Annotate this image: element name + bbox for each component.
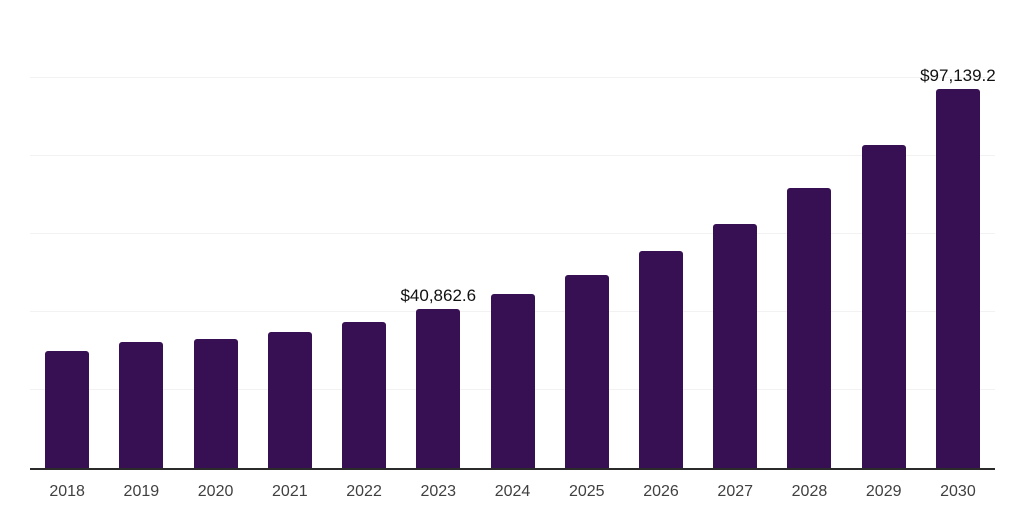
bar-2027[interactable] bbox=[713, 224, 758, 468]
bar-slot-2030: $97,139.2 bbox=[920, 0, 996, 470]
bar-slot-2022 bbox=[327, 0, 401, 470]
bar-2028[interactable] bbox=[787, 188, 832, 468]
bar-slot-2027 bbox=[698, 0, 772, 470]
bar-2029[interactable] bbox=[861, 145, 906, 468]
x-tick-label-2020: 2020 bbox=[197, 483, 234, 500]
bar-slot-2024 bbox=[475, 0, 549, 470]
bar-slot-2025 bbox=[550, 0, 624, 470]
bar-2020[interactable] bbox=[193, 338, 238, 468]
x-tick-label-2029: 2029 bbox=[865, 483, 902, 500]
gridline-60000 bbox=[30, 233, 995, 234]
gridline-80000 bbox=[30, 155, 995, 156]
x-tick-label-2027: 2027 bbox=[717, 483, 754, 500]
x-tick-label-2019: 2019 bbox=[123, 483, 160, 500]
bar-slot-2026 bbox=[624, 0, 698, 470]
bar-2021[interactable] bbox=[267, 331, 312, 468]
x-tick-label-2022: 2022 bbox=[346, 483, 382, 500]
bar-slot-2029 bbox=[847, 0, 921, 470]
bar-2019[interactable] bbox=[119, 341, 164, 468]
bars-container: $40,862.6 $97,139.2 bbox=[30, 0, 996, 470]
x-tick-label-2023: 2023 bbox=[420, 483, 457, 500]
x-axis-line bbox=[30, 468, 995, 470]
bar-value-label-2023: $40,862.6 bbox=[400, 285, 477, 305]
x-tick-label-2021: 2021 bbox=[272, 483, 308, 500]
bar-value-label-2030: $97,139.2 bbox=[920, 66, 996, 86]
bar-2025[interactable] bbox=[564, 275, 609, 468]
bar-2018[interactable] bbox=[45, 350, 90, 468]
gridline-100000 bbox=[30, 77, 995, 78]
x-tick-label-2018: 2018 bbox=[49, 483, 85, 500]
bar-2023[interactable]: $40,862.6 bbox=[400, 287, 476, 468]
bar-slot-2020 bbox=[178, 0, 252, 470]
bar-2024[interactable] bbox=[490, 293, 535, 468]
x-tick-label-2028: 2028 bbox=[791, 483, 828, 500]
bar-2022[interactable] bbox=[342, 321, 387, 468]
x-axis-labels: 2018 2019 2020 2021 2022 2023 2024 2025 2026 2027… bbox=[30, 482, 995, 502]
bar-slot-2028 bbox=[772, 0, 846, 470]
x-tick-label-2026: 2026 bbox=[643, 483, 679, 500]
bar-slot-2023: $40,862.6 bbox=[400, 0, 476, 470]
bar-slot-2019 bbox=[104, 0, 178, 470]
bar-2026[interactable] bbox=[638, 251, 683, 468]
x-tick-label-2025: 2025 bbox=[568, 483, 605, 500]
bar-slot-2018 bbox=[30, 0, 104, 470]
x-tick-label-2024: 2024 bbox=[494, 483, 531, 500]
plot-area: $40,862.6 $97,139.2 bbox=[30, 0, 996, 470]
bar-slot-2021 bbox=[253, 0, 327, 470]
x-tick-label-2030: 2030 bbox=[940, 483, 976, 500]
bar-2030[interactable]: $97,139.2 bbox=[920, 67, 996, 468]
